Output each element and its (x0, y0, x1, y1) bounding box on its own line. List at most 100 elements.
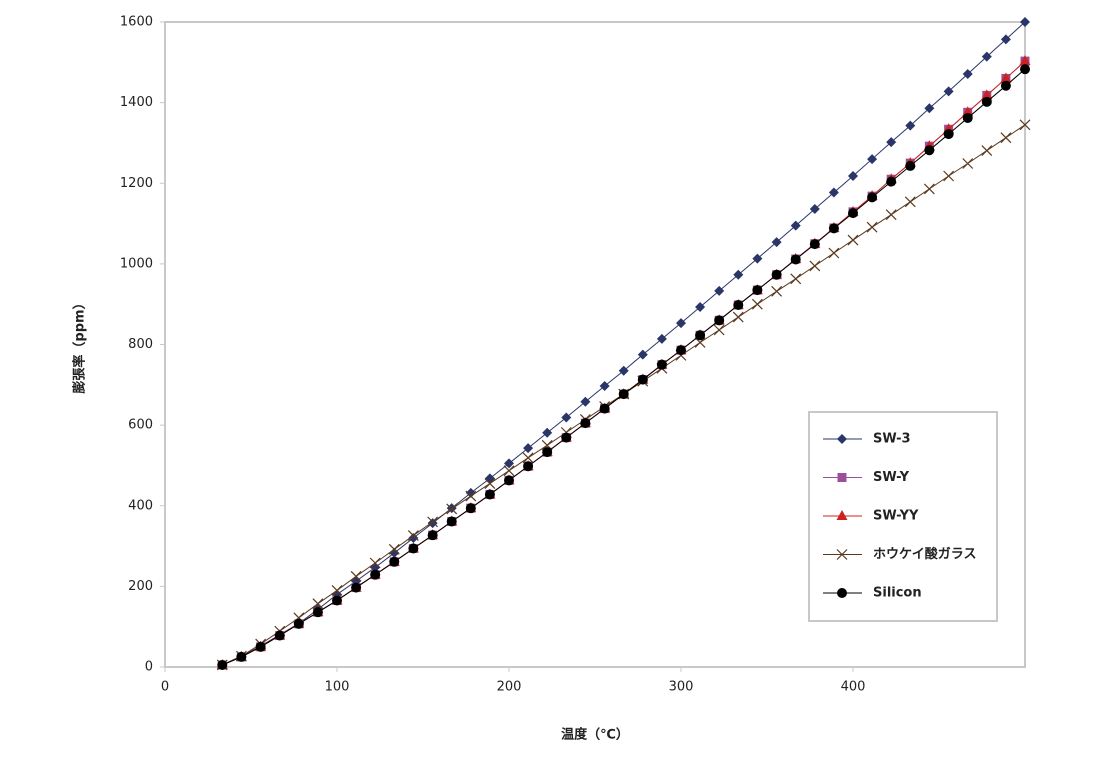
marker (714, 315, 725, 326)
marker (465, 490, 477, 502)
x-tick-label: 100 (325, 680, 350, 695)
marker (370, 569, 381, 580)
marker (676, 345, 686, 356)
marker (331, 584, 343, 596)
marker (637, 349, 648, 360)
marker (217, 659, 228, 670)
marker (427, 516, 439, 528)
marker (836, 549, 848, 560)
marker (350, 570, 362, 582)
marker (656, 333, 667, 344)
marker (465, 503, 476, 514)
marker (924, 103, 935, 114)
y-tick-label: 800 (128, 337, 153, 352)
marker (255, 641, 266, 652)
marker (904, 196, 916, 208)
marker (427, 530, 438, 541)
marker (866, 221, 878, 233)
marker (676, 318, 686, 329)
legend-label: SW-Y (873, 470, 910, 485)
marker (484, 473, 495, 484)
marker (694, 337, 706, 348)
marker (867, 154, 878, 165)
x-tick-label: 200 (497, 680, 522, 695)
marker (618, 389, 629, 400)
marker (828, 187, 839, 198)
marker (542, 447, 553, 458)
marker (504, 475, 514, 486)
marker (886, 176, 897, 187)
marker (885, 209, 897, 221)
x-tick-label: 400 (841, 680, 866, 695)
marker (408, 533, 419, 543)
y-tick-label: 600 (128, 418, 153, 433)
marker (369, 557, 381, 569)
marker (771, 269, 782, 280)
marker (752, 253, 763, 264)
marker (484, 489, 495, 500)
marker (1000, 80, 1011, 91)
marker (542, 427, 553, 438)
marker (523, 461, 534, 472)
marker (828, 247, 840, 259)
marker (1000, 34, 1011, 45)
marker (790, 220, 801, 231)
marker (828, 223, 839, 234)
marker (388, 543, 400, 555)
y-tick-label: 1400 (120, 95, 153, 110)
marker (580, 418, 591, 429)
marker (522, 452, 534, 464)
y-tick-label: 1000 (120, 256, 153, 271)
y-tick-label: 0 (145, 660, 153, 675)
marker (809, 260, 821, 272)
marker (943, 129, 954, 140)
marker (962, 158, 974, 169)
legend-label: SW-3 (873, 432, 911, 447)
marker (1019, 55, 1031, 66)
legend-label: SW-YY (873, 509, 919, 524)
marker (1000, 132, 1012, 144)
marker (981, 51, 992, 62)
marker (847, 234, 859, 246)
marker (293, 618, 304, 629)
x-tick-label: 0 (161, 680, 169, 695)
marker (752, 285, 763, 296)
marker (790, 254, 801, 265)
marker (389, 556, 400, 567)
marker (637, 374, 648, 385)
marker (962, 69, 973, 80)
marker (408, 543, 419, 554)
x-tick-label: 300 (669, 680, 694, 695)
marker (446, 503, 458, 515)
marker (503, 465, 515, 477)
marker (848, 170, 858, 181)
marker (943, 86, 954, 97)
marker (751, 298, 763, 310)
marker (618, 365, 629, 376)
marker (732, 311, 744, 323)
marker (714, 285, 725, 296)
marker (1020, 17, 1030, 27)
marker (389, 547, 400, 558)
marker (332, 595, 342, 606)
marker (695, 302, 706, 313)
marker (523, 443, 534, 454)
marker (446, 516, 457, 527)
x-axis-label: 温度（℃） (561, 727, 629, 743)
marker (599, 403, 610, 414)
legend-label: ホウケイ酸ガラス (873, 546, 976, 562)
marker (836, 510, 848, 520)
marker (351, 582, 362, 593)
marker (1020, 64, 1030, 75)
marker (837, 588, 847, 598)
legend-label: Silicon (873, 586, 922, 601)
marker (771, 285, 783, 297)
marker (733, 299, 744, 310)
marker (1000, 72, 1012, 83)
marker (923, 183, 935, 195)
marker (905, 120, 916, 131)
marker (561, 412, 572, 423)
marker (848, 208, 858, 219)
marker (580, 396, 591, 407)
